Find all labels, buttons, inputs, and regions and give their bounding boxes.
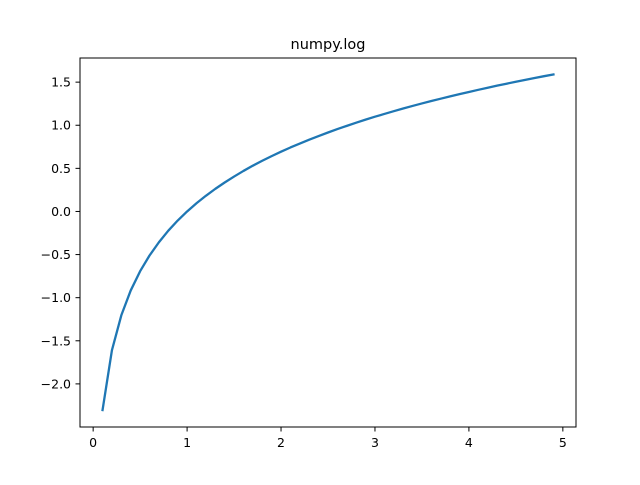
x-tick-label: 1 [183, 435, 191, 450]
x-axis: 0 1 2 3 4 5 [89, 427, 567, 450]
x-tick-label: 5 [559, 435, 567, 450]
chart-title: numpy.log [291, 37, 366, 53]
y-axis: −2.0 −1.5 −1.0 −0.5 0.0 0.5 1.0 1.5 [41, 75, 80, 391]
y-tick-label: −2.0 [41, 376, 71, 391]
x-tick-label: 4 [465, 435, 473, 450]
x-tick-label: 2 [277, 435, 285, 450]
y-tick-label: −0.5 [41, 247, 71, 262]
y-tick-label: 1.5 [51, 75, 71, 90]
y-tick-label: −1.5 [41, 333, 71, 348]
y-tick-label: −1.0 [41, 290, 71, 305]
y-tick-label: 1.0 [51, 118, 71, 133]
y-tick-label: 0.0 [51, 204, 71, 219]
x-tick-label: 0 [89, 435, 97, 450]
plot-area [101, 73, 555, 412]
series-line [101, 73, 555, 412]
y-tick-label: 0.5 [51, 161, 71, 176]
x-tick-label: 3 [371, 435, 379, 450]
axes-frame [79, 57, 577, 428]
